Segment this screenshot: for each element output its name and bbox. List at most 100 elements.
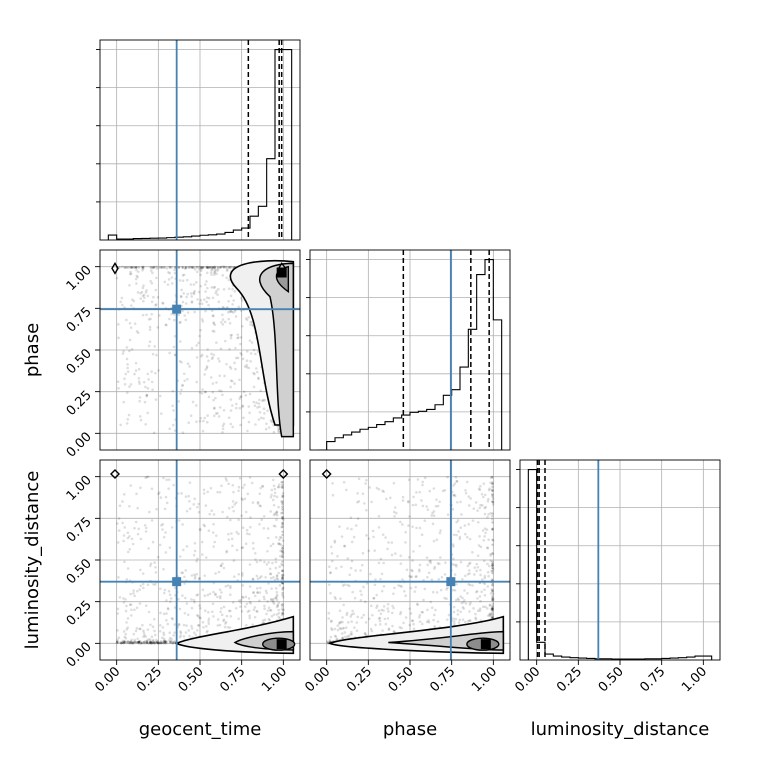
sample-point (186, 311, 190, 314)
sample-point (124, 609, 128, 613)
sample-point (184, 266, 188, 269)
sample-point (281, 586, 285, 590)
sample-point (172, 313, 176, 316)
sample-point (181, 309, 184, 313)
sample-point (277, 608, 281, 612)
sample-point (379, 557, 383, 561)
sample-point (193, 573, 196, 576)
sample-point (184, 631, 188, 634)
sample-point (165, 267, 169, 270)
sample-point (138, 399, 141, 403)
sample-point (490, 517, 494, 521)
sample-point (469, 601, 472, 604)
sample-point (227, 609, 231, 613)
sample-point (452, 557, 455, 561)
sample-point (213, 266, 216, 269)
sample-point (485, 528, 489, 531)
sample-point (180, 295, 183, 299)
sample-point (468, 619, 471, 622)
sample-point (120, 296, 124, 300)
sample-point (370, 613, 374, 617)
sample-point (189, 292, 193, 295)
sample-point (152, 266, 155, 269)
sample-point (223, 374, 226, 378)
sample-point (275, 595, 279, 598)
sample-point (241, 571, 244, 575)
sample-point (240, 353, 243, 356)
sample-point (343, 544, 346, 548)
sample-point (184, 266, 188, 270)
sample-point (153, 641, 156, 645)
sample-point (491, 589, 494, 592)
sample-point (491, 597, 494, 600)
sample-point (142, 631, 146, 635)
sample-point (245, 318, 249, 322)
sample-point (126, 550, 130, 554)
sample-point (432, 618, 435, 622)
sample-point (483, 582, 487, 586)
sample-point (213, 269, 216, 272)
sample-point (152, 641, 155, 645)
sample-point (400, 585, 403, 588)
sample-point (466, 591, 469, 595)
sample-point (368, 486, 372, 489)
sample-point (116, 629, 119, 632)
sample-point (418, 563, 422, 567)
sample-point (182, 372, 186, 376)
sample-point (141, 313, 145, 317)
sample-point (145, 393, 149, 397)
sample-point (177, 400, 181, 403)
sample-point (393, 586, 396, 590)
sample-point (380, 608, 384, 612)
sample-point (462, 607, 466, 610)
sample-point (336, 624, 340, 627)
sample-point (212, 615, 215, 618)
sample-point (394, 511, 398, 515)
sample-point (207, 610, 210, 614)
sample-point (333, 627, 337, 631)
sample-point (342, 603, 345, 607)
sample-point (142, 641, 146, 644)
sample-point (244, 605, 247, 608)
sample-point (452, 545, 455, 548)
sample-point (127, 640, 130, 643)
sample-point (420, 499, 423, 502)
sample-point (430, 606, 434, 610)
sample-point (183, 596, 187, 600)
sample-point (281, 573, 285, 577)
sample-point (343, 583, 346, 586)
sample-point (453, 573, 457, 576)
sample-point (223, 339, 227, 343)
sample-point (164, 641, 168, 645)
sample-point (134, 629, 138, 633)
sample-point (402, 621, 405, 625)
sample-point (197, 341, 200, 345)
sample-point (463, 574, 467, 578)
sample-point (136, 532, 140, 536)
sample-point (336, 554, 339, 558)
sample-point (281, 582, 284, 585)
sample-point (143, 640, 147, 643)
sample-point (141, 640, 144, 644)
sample-point (216, 412, 219, 415)
sample-point (421, 483, 424, 487)
sample-point (248, 392, 252, 396)
sample-point (265, 591, 269, 595)
sample-point (258, 411, 262, 414)
sample-point (452, 533, 456, 537)
sample-point (491, 608, 494, 611)
sample-point (454, 475, 458, 479)
sample-point (146, 628, 150, 631)
sample-point (219, 564, 223, 568)
sample-point (384, 536, 387, 539)
sample-point (274, 596, 278, 600)
sample-point (474, 501, 478, 504)
sample-point (225, 269, 229, 272)
sample-point (160, 641, 163, 645)
sample-point (348, 573, 352, 577)
sample-point (184, 495, 188, 498)
sample-point (269, 572, 272, 575)
sample-point (123, 526, 127, 529)
sample-point (251, 578, 255, 581)
